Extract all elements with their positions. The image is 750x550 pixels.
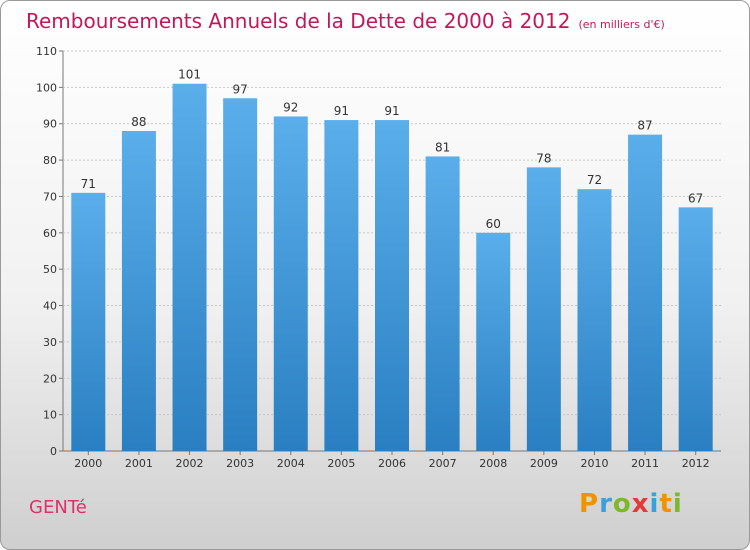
x-tick-label-2010: 2010 — [580, 457, 608, 470]
data-label-2003: 97 — [233, 82, 248, 96]
y-tick-label: 50 — [43, 263, 57, 276]
y-tick-label: 90 — [43, 118, 57, 131]
data-label-2010: 72 — [587, 173, 602, 187]
logo-letter: i — [649, 489, 660, 519]
bar-2007 — [425, 156, 460, 452]
x-tick-label-2011: 2011 — [631, 457, 659, 470]
y-tick-label: 100 — [36, 81, 57, 94]
y-tick-label: 20 — [43, 372, 57, 385]
logo-letter: i — [672, 489, 683, 519]
x-tick-label-2002: 2002 — [176, 457, 204, 470]
data-label-2011: 87 — [637, 119, 652, 133]
data-label-2008: 60 — [486, 217, 501, 231]
x-tick-label-2001: 2001 — [125, 457, 153, 470]
data-label-2004: 92 — [283, 100, 298, 114]
title-text: Remboursements Annuels de la Dette de 20… — [26, 9, 571, 33]
data-label-2005: 91 — [334, 104, 349, 118]
y-tick-label: 0 — [50, 445, 57, 458]
y-tick-label: 110 — [36, 45, 57, 58]
y-tick-label: 80 — [43, 154, 57, 167]
logo-letter: x — [631, 489, 650, 519]
y-tick-label: 30 — [43, 336, 57, 349]
bar-2008 — [476, 232, 511, 451]
data-label-2012: 67 — [688, 191, 703, 205]
y-tick-label: 70 — [43, 190, 57, 203]
logo-letter: r — [599, 489, 613, 519]
y-tick-label: 60 — [43, 227, 57, 240]
y-tick-label: 10 — [43, 409, 57, 422]
logo-letter: P — [579, 489, 600, 519]
bar-2012 — [678, 207, 713, 451]
x-tick-label-2009: 2009 — [530, 457, 558, 470]
x-tick-label-2003: 2003 — [226, 457, 254, 470]
bar-2004 — [273, 116, 308, 452]
data-label-2007: 81 — [435, 140, 450, 154]
logo-letter: t — [659, 489, 673, 519]
data-label-2006: 91 — [384, 104, 399, 118]
x-tick-label-2006: 2006 — [378, 457, 406, 470]
bar-2006 — [375, 120, 409, 451]
x-tick-label-2000: 2000 — [74, 457, 102, 470]
proxiti-logo: Proxiti — [579, 489, 683, 519]
bar-2005 — [324, 120, 359, 451]
x-tick-label-2007: 2007 — [429, 457, 457, 470]
x-tick-label-2004: 2004 — [277, 457, 305, 470]
commune-name: GENTé — [29, 497, 87, 518]
bar-2002 — [172, 83, 207, 452]
y-tick-label: 40 — [43, 300, 57, 313]
bar-2010 — [577, 189, 612, 451]
bar-2001 — [121, 131, 156, 451]
chart-title: Remboursements Annuels de la Dette de 20… — [26, 9, 665, 33]
title-unit: (en milliers d'€) — [578, 18, 665, 31]
bar-2000 — [71, 192, 106, 451]
bar-2011 — [628, 134, 663, 452]
data-label-2000: 71 — [81, 177, 96, 191]
data-label-2002: 101 — [178, 68, 201, 82]
x-tick-label-2005: 2005 — [327, 457, 355, 470]
x-tick-label-2008: 2008 — [479, 457, 507, 470]
bar-2009 — [526, 167, 561, 451]
data-label-2009: 78 — [536, 151, 551, 165]
bar-2003 — [223, 98, 258, 451]
x-tick-label-2012: 2012 — [682, 457, 710, 470]
data-label-2001: 88 — [131, 115, 146, 129]
logo-letter: o — [612, 489, 632, 519]
